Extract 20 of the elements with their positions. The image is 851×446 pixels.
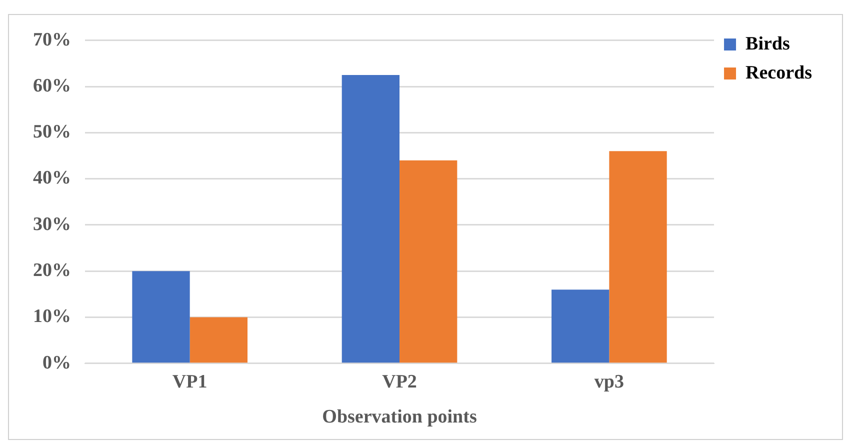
bar — [609, 151, 667, 363]
y-tick-label: 40% — [33, 168, 71, 189]
x-tick-label: VP2 — [382, 372, 417, 393]
x-tick-label: vp3 — [594, 372, 624, 393]
x-axis-title: Observation points — [322, 406, 477, 428]
y-tick-label: 50% — [33, 122, 71, 143]
bar — [342, 75, 400, 363]
y-tick-label: 20% — [33, 260, 71, 282]
legend-label: Records — [746, 62, 812, 84]
y-tick-label: 70% — [33, 29, 71, 50]
y-tick-label: 30% — [33, 214, 71, 235]
y-tick-label: 0% — [42, 352, 71, 374]
bar — [132, 271, 190, 363]
bar — [400, 160, 458, 363]
legend-label: Birds — [746, 33, 790, 54]
bar — [552, 290, 610, 363]
x-tick-label: VP1 — [172, 372, 208, 393]
bar — [190, 317, 248, 363]
y-tick-label: 60% — [33, 75, 71, 96]
y-tick-label: 10% — [33, 306, 71, 328]
